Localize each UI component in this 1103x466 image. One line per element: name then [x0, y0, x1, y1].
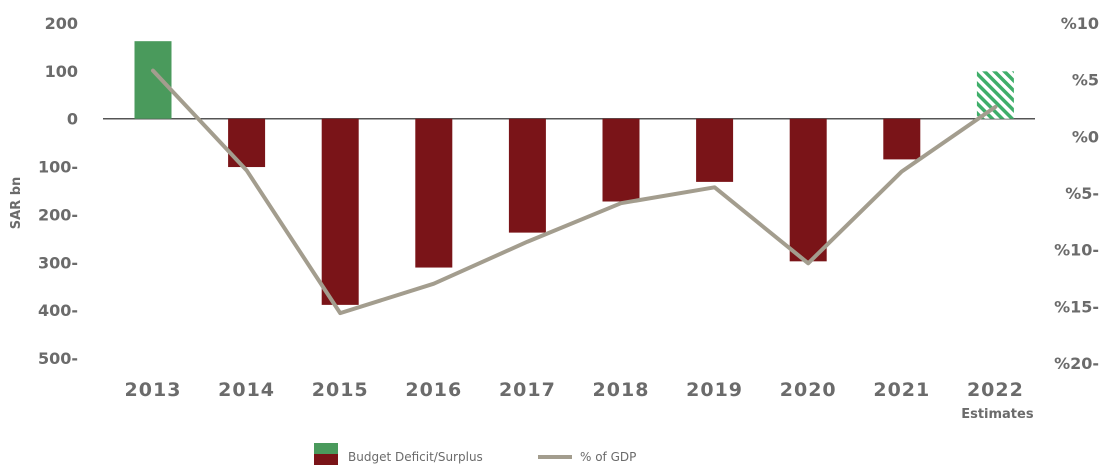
right-tick-label: %5: [1072, 71, 1099, 90]
right-tick-label: %5-: [1065, 184, 1099, 203]
legend-label-gdp: % of GDP: [580, 450, 636, 464]
legend-label-budget: Budget Deficit/Surplus: [348, 450, 483, 464]
bar-2015: [321, 118, 359, 305]
bar-2021: [883, 118, 921, 160]
x-label-2018: 2018: [593, 379, 650, 401]
x-axis-labels: 2013 2014 2015 2016 2017 2018 2019 2020 2021 2022…: [125, 379, 1034, 422]
bar-2017: [508, 118, 546, 233]
right-tick-label: %15-: [1054, 297, 1099, 316]
bar-2018: [602, 118, 640, 202]
x-label-2022: 2022: [967, 379, 1024, 401]
right-tick-label: %10-: [1054, 241, 1099, 260]
bar-2022: [976, 71, 1014, 119]
gdp-percent-line: [151, 68, 998, 316]
bar-2019: [696, 118, 734, 182]
x-label-2016: 2016: [405, 379, 462, 401]
bar-2013: [134, 41, 172, 119]
bars: [134, 41, 1014, 305]
right-tick-label: %10: [1061, 14, 1099, 33]
x-label-2014: 2014: [218, 379, 275, 401]
right-axis-ticks: %10 %5 %0 %5- %10- %15- %20-: [1054, 14, 1099, 373]
left-tick-label: 300-: [38, 253, 78, 272]
left-tick-label: 100-: [38, 158, 78, 177]
y-axis-label: SAR bn: [9, 177, 24, 230]
x-label-2013: 2013: [125, 379, 182, 401]
legend-swatch-surplus: [314, 443, 338, 454]
left-axis-ticks: 200 100 0 100- 200- 300- 400- 500-: [38, 14, 78, 368]
left-tick-label: 500-: [38, 349, 78, 368]
bar-2020: [789, 118, 827, 262]
right-tick-label: %0: [1072, 127, 1099, 146]
legend-swatch-deficit: [314, 454, 338, 465]
legend: Budget Deficit/Surplus % of GDP: [314, 443, 636, 465]
x-label-2021: 2021: [873, 379, 930, 401]
bar-2014: [228, 118, 266, 168]
right-tick-label: %20-: [1054, 354, 1099, 373]
left-tick-label: 400-: [38, 301, 78, 320]
x-label-2019: 2019: [686, 379, 743, 401]
left-tick-label: 200: [45, 14, 78, 33]
x-label-2017: 2017: [499, 379, 556, 401]
left-tick-label: 200-: [38, 205, 78, 224]
x-sublabel-2022: Estimates: [961, 407, 1034, 422]
x-label-2015: 2015: [312, 379, 369, 401]
left-tick-label: 100: [45, 62, 78, 81]
x-label-2020: 2020: [780, 379, 837, 401]
left-tick-label: 0: [67, 110, 78, 129]
bar-2016: [415, 118, 453, 268]
